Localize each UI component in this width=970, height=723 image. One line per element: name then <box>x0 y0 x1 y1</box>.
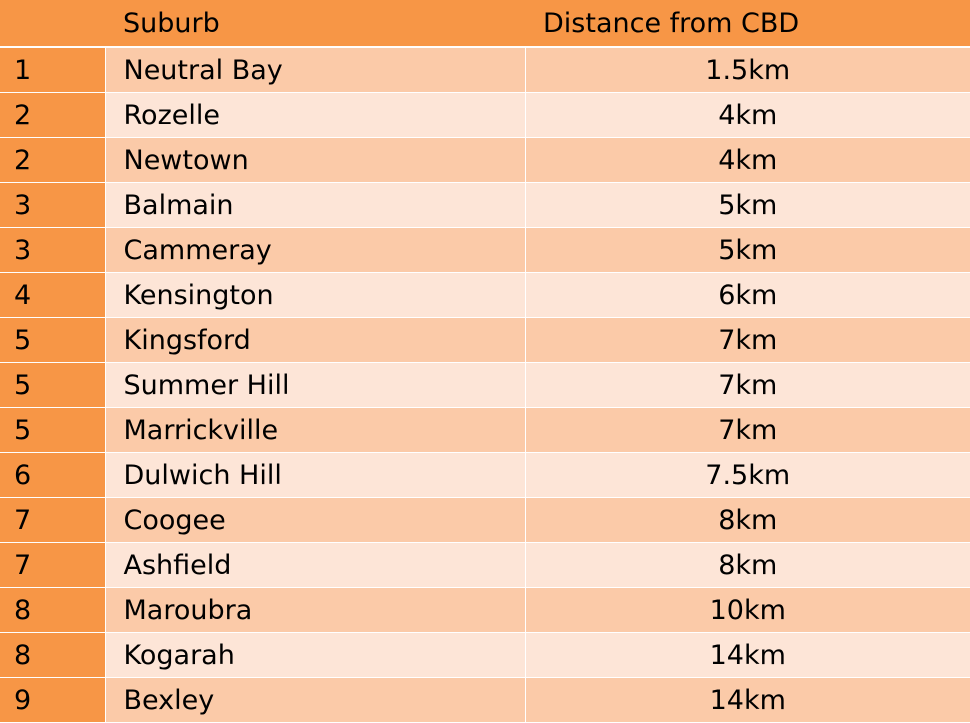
table-row: 5 Marrickville 7km <box>0 407 970 453</box>
table-row: 8 Kogarah 14km <box>0 632 970 678</box>
suburb-cell: Newtown <box>105 137 526 183</box>
suburb-column-header: Suburb <box>105 0 525 48</box>
distance-cell: 4km <box>525 137 970 183</box>
distance-cell: 6km <box>525 272 970 318</box>
suburb-cell: Bexley <box>105 677 526 723</box>
table-row: 1 Neutral Bay 1.5km <box>0 47 970 93</box>
table-row: 3 Balmain 5km <box>0 182 970 228</box>
distance-cell: 8km <box>525 542 970 588</box>
rank-cell: 8 <box>0 587 106 633</box>
table-row: 4 Kensington 6km <box>0 272 970 318</box>
table-header-row: Suburb Distance from CBD <box>0 0 970 48</box>
suburb-cell: Summer Hill <box>105 362 526 408</box>
distance-cell: 1.5km <box>525 47 970 93</box>
distance-cell: 7km <box>525 407 970 453</box>
distance-cell: 5km <box>525 182 970 228</box>
rank-cell: 5 <box>0 317 106 363</box>
table-row: 5 Kingsford 7km <box>0 317 970 363</box>
suburb-cell: Coogee <box>105 497 526 543</box>
rank-cell: 5 <box>0 362 106 408</box>
rank-cell: 1 <box>0 47 106 93</box>
table-row: 7 Coogee 8km <box>0 497 970 543</box>
suburb-cell: Balmain <box>105 182 526 228</box>
table-row: 9 Bexley 14km <box>0 677 970 723</box>
rank-cell: 3 <box>0 227 106 273</box>
table-row: 8 Maroubra 10km <box>0 587 970 633</box>
rank-cell: 2 <box>0 137 106 183</box>
suburb-cell: Rozelle <box>105 92 526 138</box>
table-row: 7 Ashfield 8km <box>0 542 970 588</box>
rank-cell: 2 <box>0 92 106 138</box>
rank-cell: 6 <box>0 452 106 498</box>
distance-cell: 14km <box>525 677 970 723</box>
rank-cell: 8 <box>0 632 106 678</box>
table-body: 1 Neutral Bay 1.5km 2 Rozelle 4km 2 Newt… <box>0 47 970 723</box>
suburb-cell: Maroubra <box>105 587 526 633</box>
distance-cell: 4km <box>525 92 970 138</box>
distance-cell: 5km <box>525 227 970 273</box>
suburb-cell: Cammeray <box>105 227 526 273</box>
table-row: 5 Summer Hill 7km <box>0 362 970 408</box>
rank-cell: 7 <box>0 497 106 543</box>
table-row: 2 Newtown 4km <box>0 137 970 183</box>
distance-cell: 7km <box>525 317 970 363</box>
suburb-cell: Kogarah <box>105 632 526 678</box>
suburb-cell: Neutral Bay <box>105 47 526 93</box>
rank-cell: 7 <box>0 542 106 588</box>
distance-cell: 7.5km <box>525 452 970 498</box>
rank-cell: 9 <box>0 677 106 723</box>
suburb-cell: Dulwich Hill <box>105 452 526 498</box>
rank-cell: 5 <box>0 407 106 453</box>
rank-cell: 3 <box>0 182 106 228</box>
distance-cell: 10km <box>525 587 970 633</box>
distance-column-header: Distance from CBD <box>525 0 970 48</box>
table-row: 6 Dulwich Hill 7.5km <box>0 452 970 498</box>
table-row: 3 Cammeray 5km <box>0 227 970 273</box>
suburb-cell: Marrickville <box>105 407 526 453</box>
rank-column-header <box>0 0 105 48</box>
suburb-cell: Ashfield <box>105 542 526 588</box>
suburb-cell: Kingsford <box>105 317 526 363</box>
distance-cell: 7km <box>525 362 970 408</box>
table-row: 2 Rozelle 4km <box>0 92 970 138</box>
distance-cell: 14km <box>525 632 970 678</box>
rank-cell: 4 <box>0 272 106 318</box>
suburb-cell: Kensington <box>105 272 526 318</box>
distance-cell: 8km <box>525 497 970 543</box>
